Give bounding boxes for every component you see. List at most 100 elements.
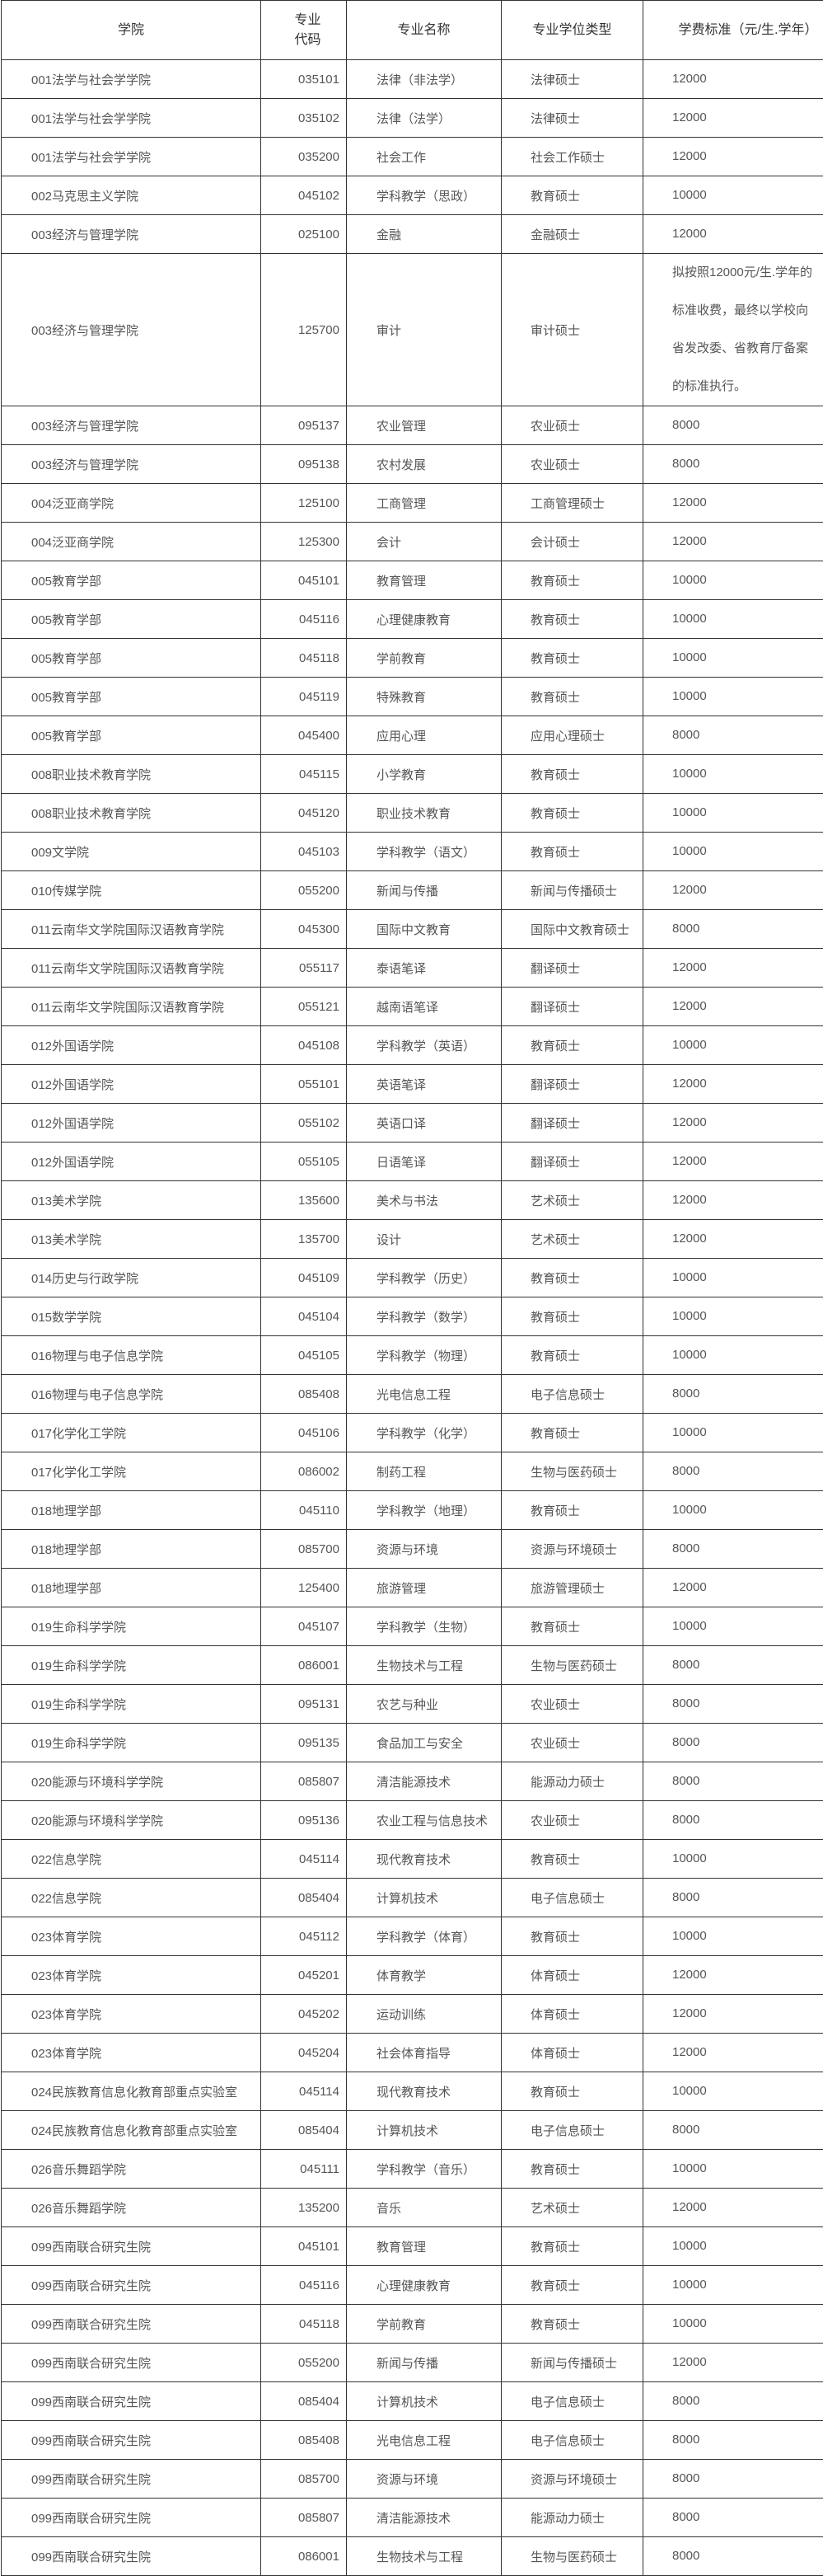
major-name-cell: 学科教学（化学）	[347, 1414, 502, 1452]
college-cell: 005教育学部	[2, 600, 261, 639]
tuition-cell: 12000	[643, 871, 823, 910]
degree-type-cell: 教育硕士	[502, 1297, 643, 1336]
major-name-cell: 社会体育指导	[347, 2034, 502, 2072]
major-name-cell: 工商管理	[347, 484, 502, 523]
college-cell: 011云南华文学院国际汉语教育学院	[2, 988, 261, 1026]
degree-type-cell: 体育硕士	[502, 1995, 643, 2034]
tuition-cell: 12000	[643, 523, 823, 561]
college-cell: 019生命科学学院	[2, 1685, 261, 1724]
major-code-cell: 125300	[261, 523, 347, 561]
table-header-row: 学院 专业代码 专业名称 专业学位类型 学费标准（元/生.学年）	[2, 1, 823, 60]
major-code-cell: 045118	[261, 639, 347, 678]
major-code-cell: 055102	[261, 1104, 347, 1143]
college-cell: 005教育学部	[2, 678, 261, 716]
college-cell: 009文学院	[2, 833, 261, 871]
major-code-cell: 085404	[261, 2111, 347, 2150]
major-name-cell: 学科教学（思政）	[347, 176, 502, 215]
major-code-cell: 045108	[261, 1026, 347, 1065]
college-cell: 011云南华文学院国际汉语教育学院	[2, 949, 261, 988]
college-cell: 023体育学院	[2, 2034, 261, 2072]
tuition-cell: 12000	[643, 99, 823, 138]
tuition-cell: 12000	[643, 949, 823, 988]
major-code-cell: 035101	[261, 60, 347, 99]
major-code-cell: 055101	[261, 1065, 347, 1104]
tuition-cell: 12000	[643, 1569, 823, 1607]
degree-type-cell: 电子信息硕士	[502, 1375, 643, 1414]
tuition-cell: 10000	[643, 2266, 823, 2305]
major-name-cell: 学前教育	[347, 2305, 502, 2344]
tuition-cell: 10000	[643, 755, 823, 794]
major-name-cell: 英语口译	[347, 1104, 502, 1143]
tuition-cell: 10000	[643, 2305, 823, 2344]
tuition-cell: 10000	[643, 1491, 823, 1530]
degree-type-cell: 教育硕士	[502, 561, 643, 600]
major-code-cell: 055121	[261, 988, 347, 1026]
tuition-cell: 12000	[643, 138, 823, 176]
college-cell: 018地理学部	[2, 1530, 261, 1569]
major-name-cell: 新闻与传播	[347, 871, 502, 910]
college-cell: 018地理学部	[2, 1491, 261, 1530]
degree-type-cell: 资源与环境硕士	[502, 2460, 643, 2499]
degree-type-cell: 体育硕士	[502, 1956, 643, 1995]
tuition-cell: 8000	[643, 406, 823, 445]
college-cell: 001法学与社会学学院	[2, 138, 261, 176]
major-code-cell: 135200	[261, 2189, 347, 2227]
degree-type-cell: 电子信息硕士	[502, 2111, 643, 2150]
major-code-cell: 045114	[261, 2072, 347, 2111]
tuition-cell: 8000	[643, 2499, 823, 2537]
degree-type-cell: 教育硕士	[502, 1840, 643, 1879]
tuition-cell: 拟按照12000元/生.学年的标准收费，最终以学校向省发改委、省教育厅备案的标准…	[643, 254, 823, 406]
major-code-cell: 085700	[261, 2460, 347, 2499]
college-cell: 099西南联合研究生院	[2, 2537, 261, 2576]
major-code-cell: 045101	[261, 561, 347, 600]
college-cell: 099西南联合研究生院	[2, 2227, 261, 2266]
major-code-cell: 045106	[261, 1414, 347, 1452]
college-cell: 003经济与管理学院	[2, 406, 261, 445]
degree-type-cell: 艺术硕士	[502, 2189, 643, 2227]
header-major-name: 专业名称	[347, 1, 502, 60]
major-name-cell: 审计	[347, 254, 502, 406]
header-degree-type: 专业学位类型	[502, 1, 643, 60]
major-code-cell: 045201	[261, 1956, 347, 1995]
college-cell: 019生命科学学院	[2, 1607, 261, 1646]
degree-type-cell: 国际中文教育硕士	[502, 910, 643, 949]
major-name-cell: 生物技术与工程	[347, 2537, 502, 2576]
major-code-cell: 045118	[261, 2305, 347, 2344]
college-cell: 099西南联合研究生院	[2, 2305, 261, 2344]
degree-type-cell: 社会工作硕士	[502, 138, 643, 176]
tuition-cell: 10000	[643, 1607, 823, 1646]
major-code-cell: 125700	[261, 254, 347, 406]
major-code-cell: 125100	[261, 484, 347, 523]
tuition-cell: 12000	[643, 2344, 823, 2382]
degree-type-cell: 教育硕士	[502, 2150, 643, 2189]
degree-type-cell: 资源与环境硕士	[502, 1530, 643, 1569]
major-name-cell: 学科教学（体育）	[347, 1917, 502, 1956]
major-name-cell: 设计	[347, 1220, 502, 1259]
tuition-cell: 10000	[643, 1026, 823, 1065]
degree-type-cell: 教育硕士	[502, 1607, 643, 1646]
degree-type-cell: 旅游管理硕士	[502, 1569, 643, 1607]
tuition-cell: 12000	[643, 1956, 823, 1995]
major-code-cell: 025100	[261, 215, 347, 254]
college-cell: 099西南联合研究生院	[2, 2499, 261, 2537]
major-name-cell: 学科教学（物理）	[347, 1336, 502, 1375]
major-name-cell: 新闻与传播	[347, 2344, 502, 2382]
college-cell: 016物理与电子信息学院	[2, 1336, 261, 1375]
degree-type-cell: 艺术硕士	[502, 1220, 643, 1259]
major-code-cell: 085408	[261, 2421, 347, 2460]
